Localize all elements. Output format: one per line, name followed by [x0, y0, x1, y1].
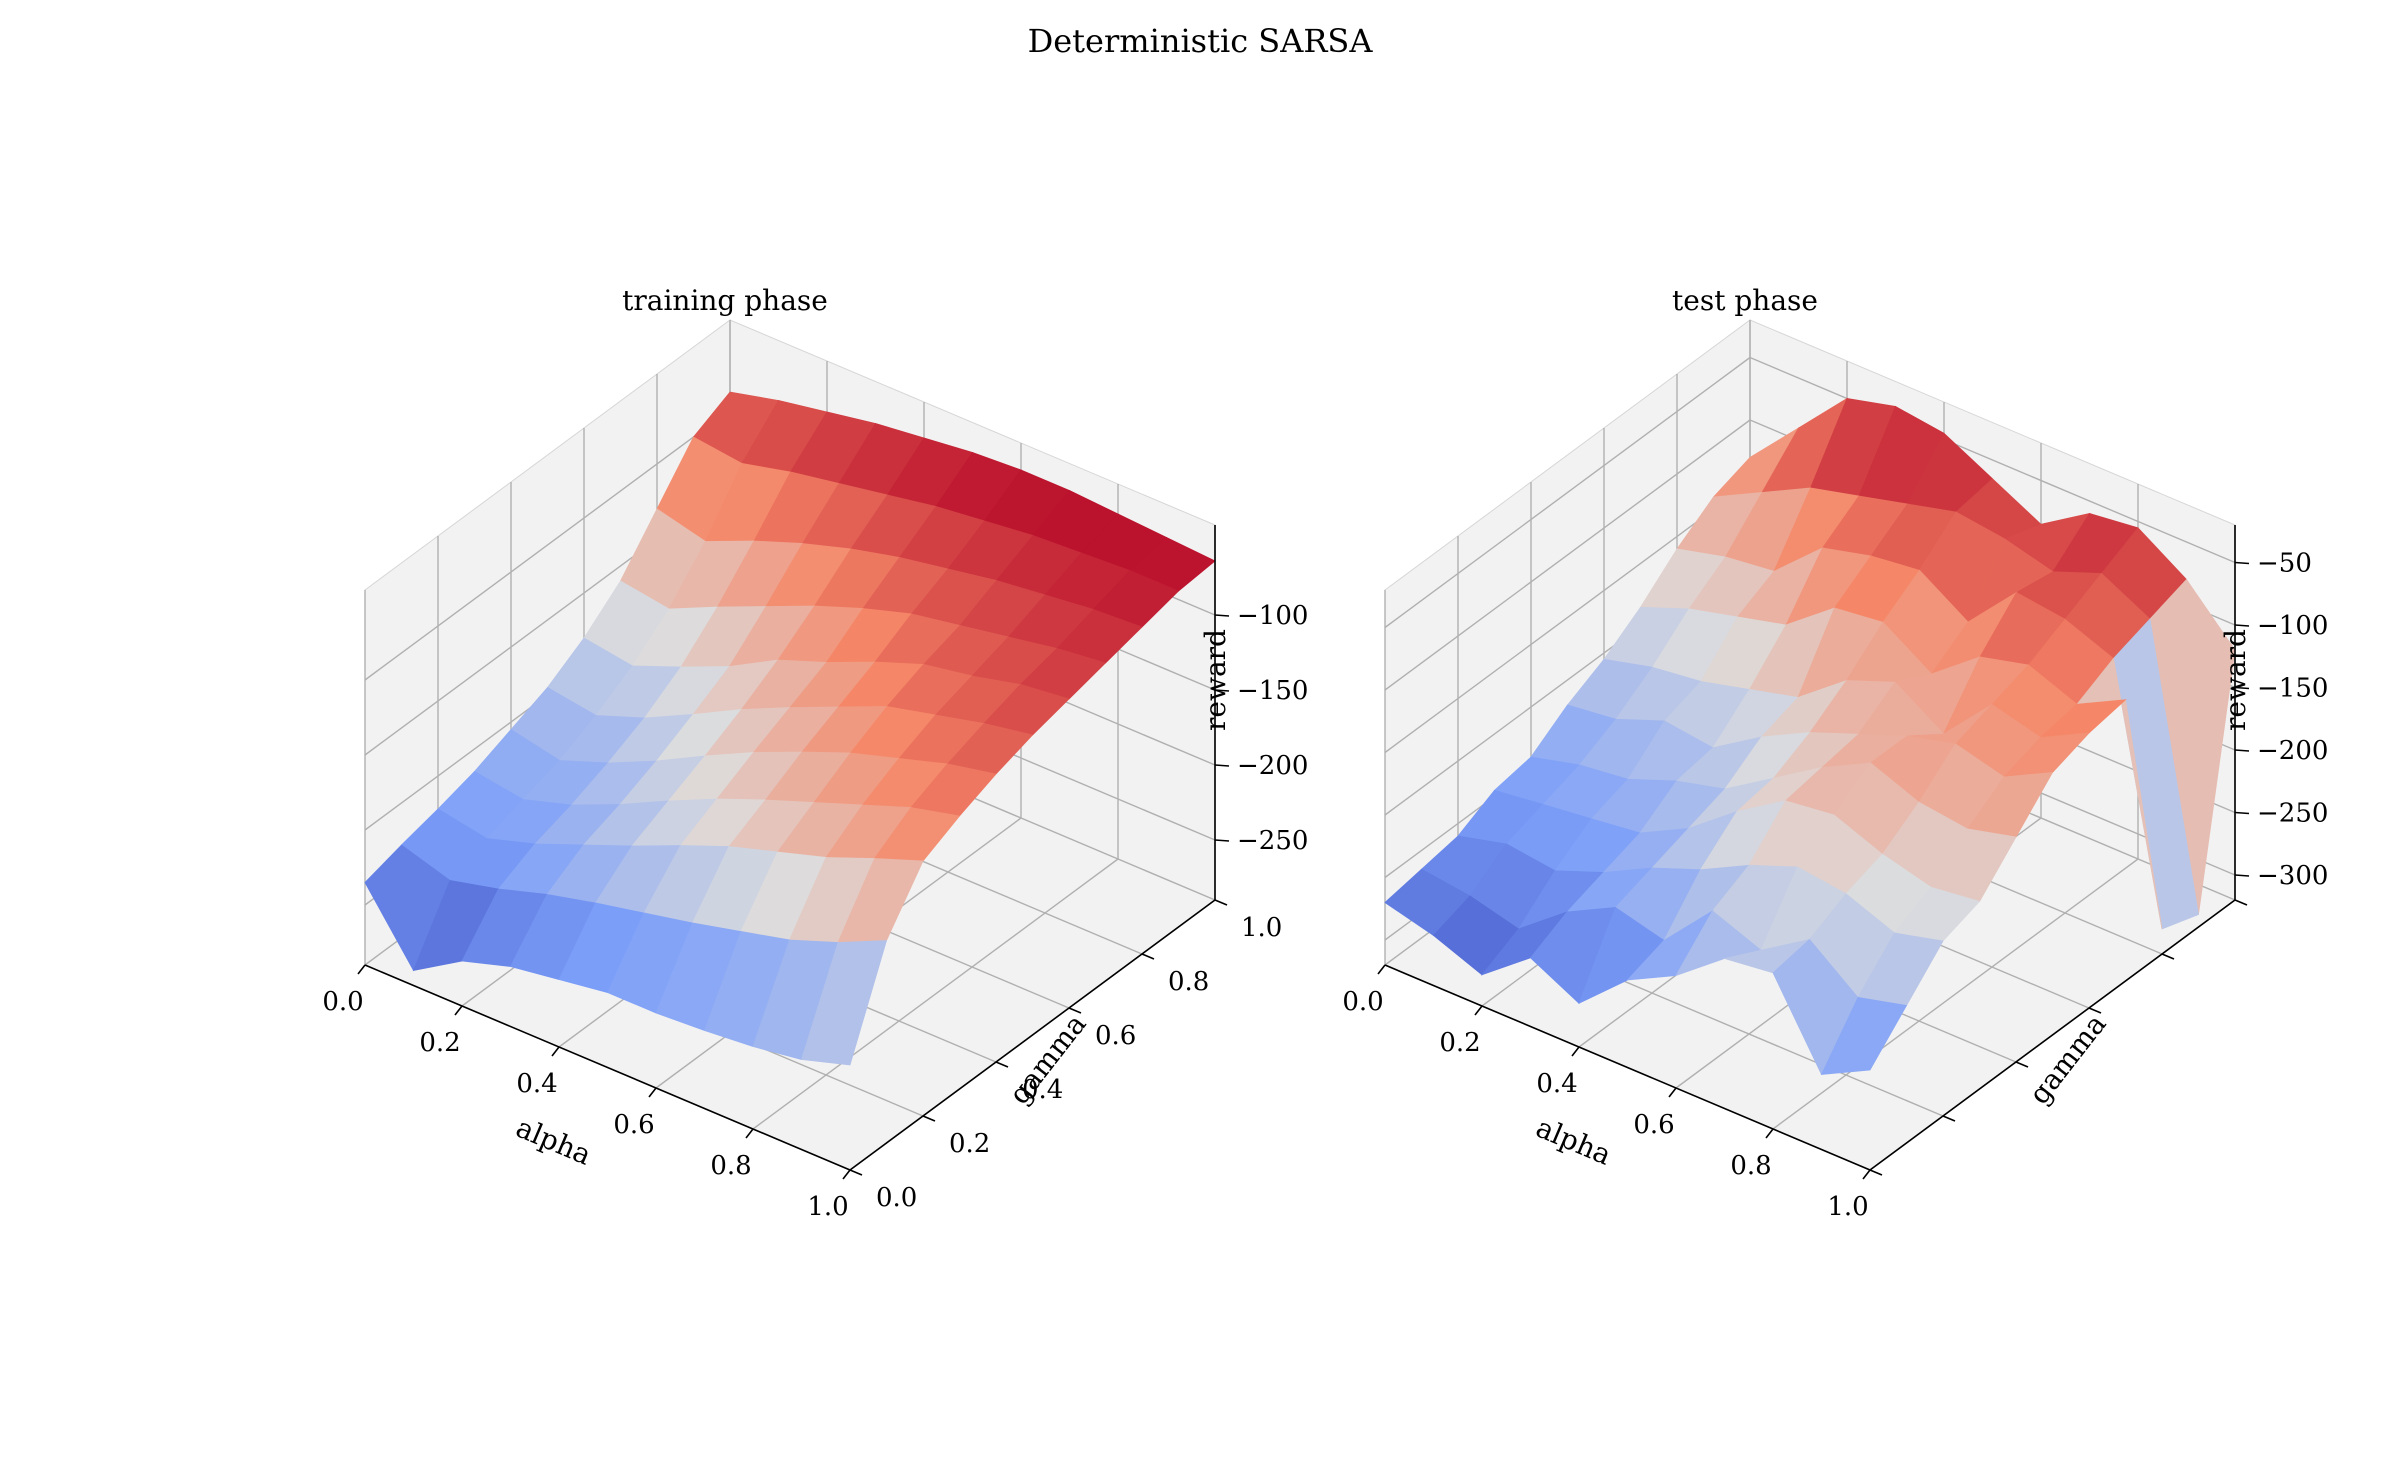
z-tick-mark: [1214, 839, 1230, 842]
y-tick-label: 0.8: [1168, 967, 1209, 997]
x-tick-label: 0.6: [613, 1110, 654, 1140]
x-tick-mark: [1474, 1005, 1483, 1016]
z-tick-mark: [2234, 749, 2250, 752]
subplot-title-test: test phase: [1672, 284, 1818, 317]
x-tick-label: 0.4: [516, 1069, 557, 1099]
z-tick-label: −250: [1237, 826, 1308, 856]
z-tick-label: −250: [2257, 799, 2328, 829]
subplot-test: test phase 0.0 0.2 0.4 0.6 0.8 1.0 −50 −100 −150…: [1342, 284, 2328, 1222]
z-tick-label: −200: [1237, 751, 1308, 781]
gridline: [1749, 356, 2236, 564]
gridline: [364, 409, 731, 681]
z-tick-label: −200: [2257, 736, 2328, 766]
x-tick-label: 0.2: [419, 1028, 460, 1058]
surface-test: [1384, 397, 2236, 1076]
z-tick-label: −300: [2257, 861, 2328, 891]
x-tick-mark: [1862, 1169, 1871, 1180]
x-tick-mark: [1377, 964, 1386, 975]
x-tick-mark: [842, 1169, 851, 1180]
z-tick-mark: [1214, 764, 1230, 767]
z-tick-label: −150: [2257, 674, 2328, 704]
x-tick-label: 0.0: [1342, 987, 1383, 1017]
x-axis-line: [364, 964, 851, 1171]
x-tick-mark: [357, 964, 366, 975]
gridline: [1384, 419, 1751, 691]
z-tick-label: −50: [2257, 549, 2312, 579]
z-tick-mark: [2234, 561, 2250, 565]
z-tick-label: −100: [1237, 601, 1308, 631]
subplot-training: training phase 0.00.20.40.60.81.0 0.00.20…: [322, 284, 1308, 1222]
x-tick-label: 0.0: [322, 987, 363, 1017]
x-tick-mark: [1571, 1046, 1580, 1057]
axes-test: 0.0 0.2 0.4 0.6 0.8 1.0 −50 −100 −150 −200 −250 −30…: [1342, 525, 2328, 1222]
x-tick-label: 0.4: [1536, 1069, 1577, 1099]
z-tick-mark: [2234, 686, 2250, 690]
z-axis-label-training: reward: [1199, 629, 1232, 731]
y-tick-mark: [2015, 1061, 2029, 1068]
surface-patch: [1820, 997, 1908, 1075]
y-tick-mark: [2088, 1007, 2102, 1014]
y-axis-line: [849, 899, 1216, 1171]
x-tick-label: 0.8: [1730, 1151, 1771, 1181]
y-tick-mark: [922, 1115, 936, 1122]
y-axis-line: [1869, 899, 2236, 1171]
x-tick-label: 0.2: [1439, 1028, 1480, 1058]
y-tick-label: 0.4: [1022, 1075, 1063, 1105]
z-tick-mark: [2234, 874, 2250, 877]
figure-title: Deterministic SARSA: [1028, 22, 1374, 60]
gridline: [752, 858, 1119, 1130]
z-tick-mark: [2234, 811, 2250, 815]
z-tick-label: −100: [2257, 611, 2328, 641]
y-tick-label: 1.0: [1241, 913, 1282, 943]
axes-training: 0.0 0.2 0.4 0.6 0.8 1.0 0.0 0.2 0.4 0.6 0.8 1.0 −100…: [322, 525, 1308, 1222]
x-axis-label-test: alpha: [1531, 1111, 1616, 1172]
z-axis-label-test: reward: [2219, 629, 2252, 731]
z-tick-label: −150: [1237, 676, 1308, 706]
surface-training: [364, 391, 1216, 1066]
y-tick-mark: [995, 1061, 1009, 1068]
y-tick-label: 0.2: [949, 1129, 990, 1159]
subplot-title-training: training phase: [622, 284, 828, 317]
gridline: [1772, 858, 2139, 1130]
y-tick-mark: [2161, 953, 2175, 960]
surface-patch: [800, 940, 888, 1066]
x-axis-line: [1384, 964, 1871, 1171]
x-tick-mark: [648, 1087, 657, 1098]
x-tick-mark: [745, 1128, 754, 1139]
y-tick-label: 0.6: [1095, 1021, 1136, 1051]
x-tick-mark: [1765, 1128, 1774, 1139]
y-tick-mark: [2234, 899, 2248, 906]
y-tick-mark: [1068, 1007, 1082, 1014]
y-tick-mark: [849, 1169, 863, 1176]
x-tick-label: 1.0: [807, 1192, 848, 1222]
x-tick-mark: [454, 1005, 463, 1016]
x-tick-label: 1.0: [1827, 1192, 1868, 1222]
y-tick-mark: [1214, 899, 1228, 906]
gridline: [1384, 356, 1751, 629]
x-axis-label-training: alpha: [511, 1111, 596, 1172]
z-tick-mark: [2234, 624, 2250, 627]
x-tick-mark: [551, 1046, 560, 1057]
x-tick-mark: [1668, 1087, 1677, 1098]
gridline: [1384, 481, 1751, 754]
y-tick-mark: [1869, 1169, 1883, 1176]
y-tick-mark: [1942, 1115, 1956, 1122]
z-tick-mark: [1214, 689, 1230, 692]
x-tick-label: 0.8: [710, 1151, 751, 1181]
x-tick-label: 0.6: [1633, 1110, 1674, 1140]
y-tick-label: 0.0: [876, 1183, 917, 1213]
z-tick-mark: [1214, 614, 1230, 617]
y-tick-mark: [1141, 953, 1155, 960]
